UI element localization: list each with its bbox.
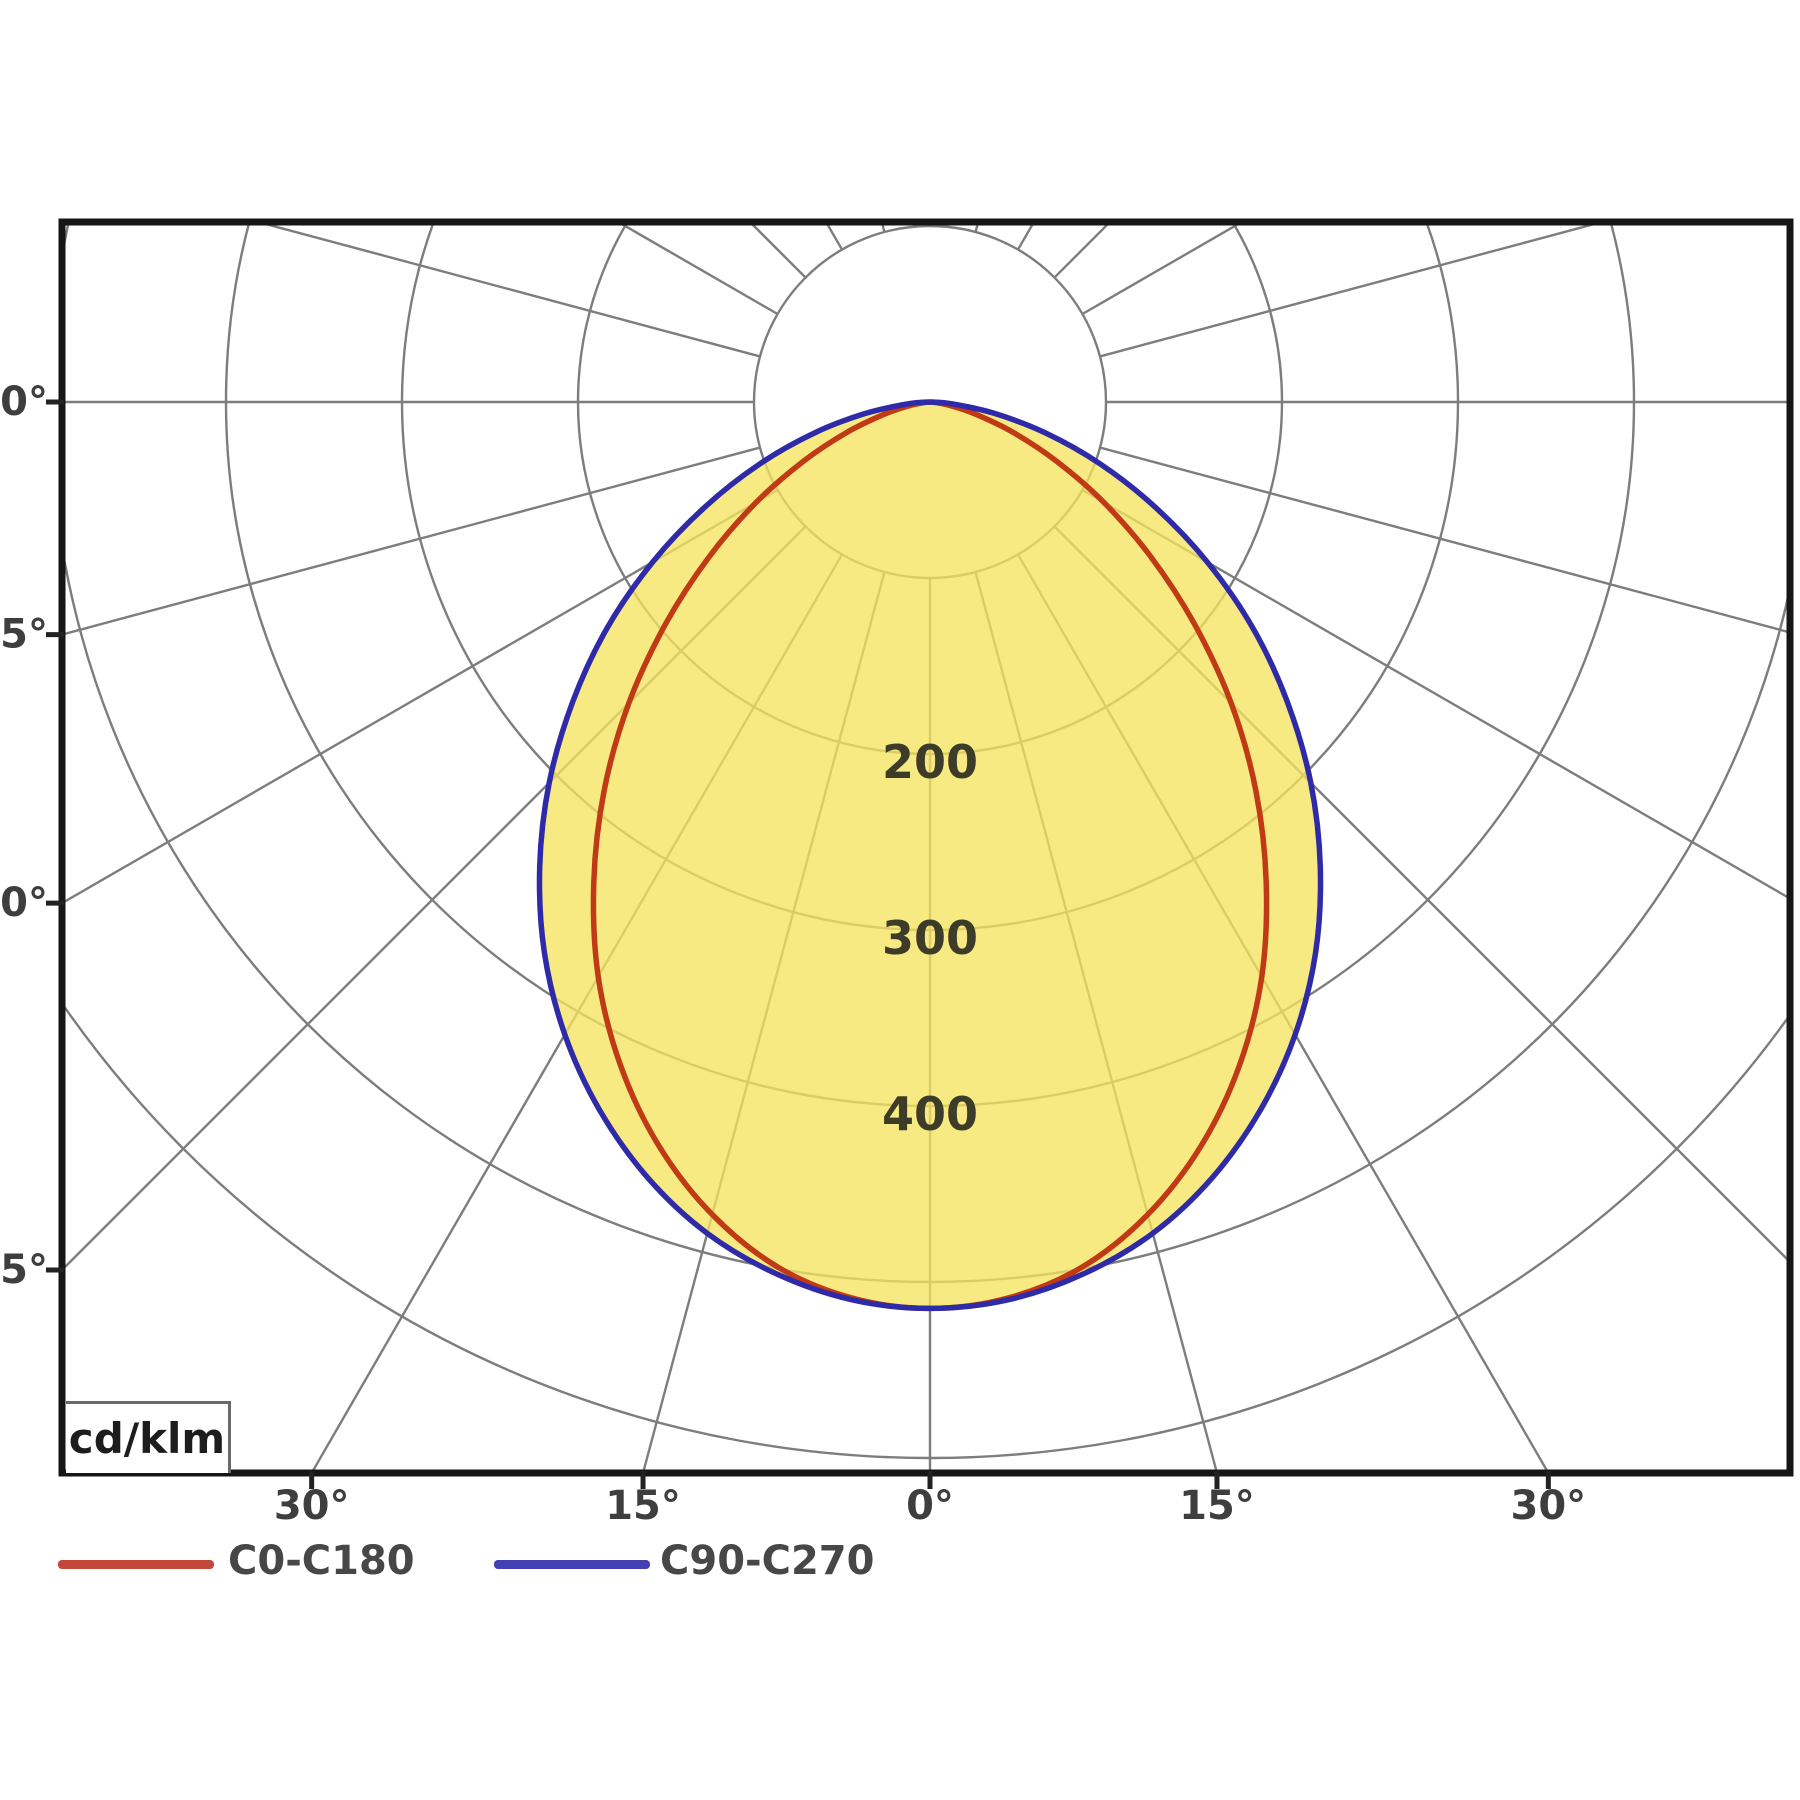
grid-radial-135 [1053,222,1112,279]
bottom-axis-label: 15° [605,1483,681,1529]
left-axis-label: 60° [0,880,48,926]
grid-radial-240 [615,222,779,316]
left-axis-label: 90° [0,379,48,425]
distribution-fill [539,402,1321,1309]
radial-value-label-200: 200 [882,735,978,789]
grid-radial-150 [1016,222,1036,251]
left-axis-label: 45° [0,1247,48,1293]
radial-value-label-300: 300 [882,911,978,965]
bottom-axis-label: 30° [1511,1483,1587,1529]
bottom-axis-label: 0° [906,1483,954,1529]
radial-value-label-400: 400 [882,1087,978,1141]
grid-radial-165 [974,222,980,233]
legend-line-c90-c270 [494,1560,650,1569]
units-label: cd/klm [68,1414,226,1463]
plot-border [58,218,1794,1477]
curve-c90-c270 [536,399,1324,1312]
legend: C0-C180 C90-C270 [0,1532,1100,1596]
legend-line-c0-c180 [58,1560,214,1569]
left-axis-label: 75° [0,612,48,658]
bottom-axis-label: 15° [1179,1483,1255,1529]
grid-radial-285 [62,446,761,636]
grid-radial-210 [824,222,844,251]
units-box: cd/klm [66,1401,231,1473]
grid-radial-105 [1099,222,1607,358]
legend-label-c0-c180: C0-C180 [228,1538,415,1584]
grid-radial-60 [1081,488,1790,900]
grid-radial-255 [253,222,761,358]
grid-radial-300 [62,488,779,905]
grid-radial-225 [748,222,807,279]
grid-radial-75 [1099,446,1790,634]
bottom-axis-label: 30° [274,1483,350,1529]
grid-radial-195 [880,222,886,233]
legend-label-c90-c270: C90-C270 [660,1538,875,1584]
